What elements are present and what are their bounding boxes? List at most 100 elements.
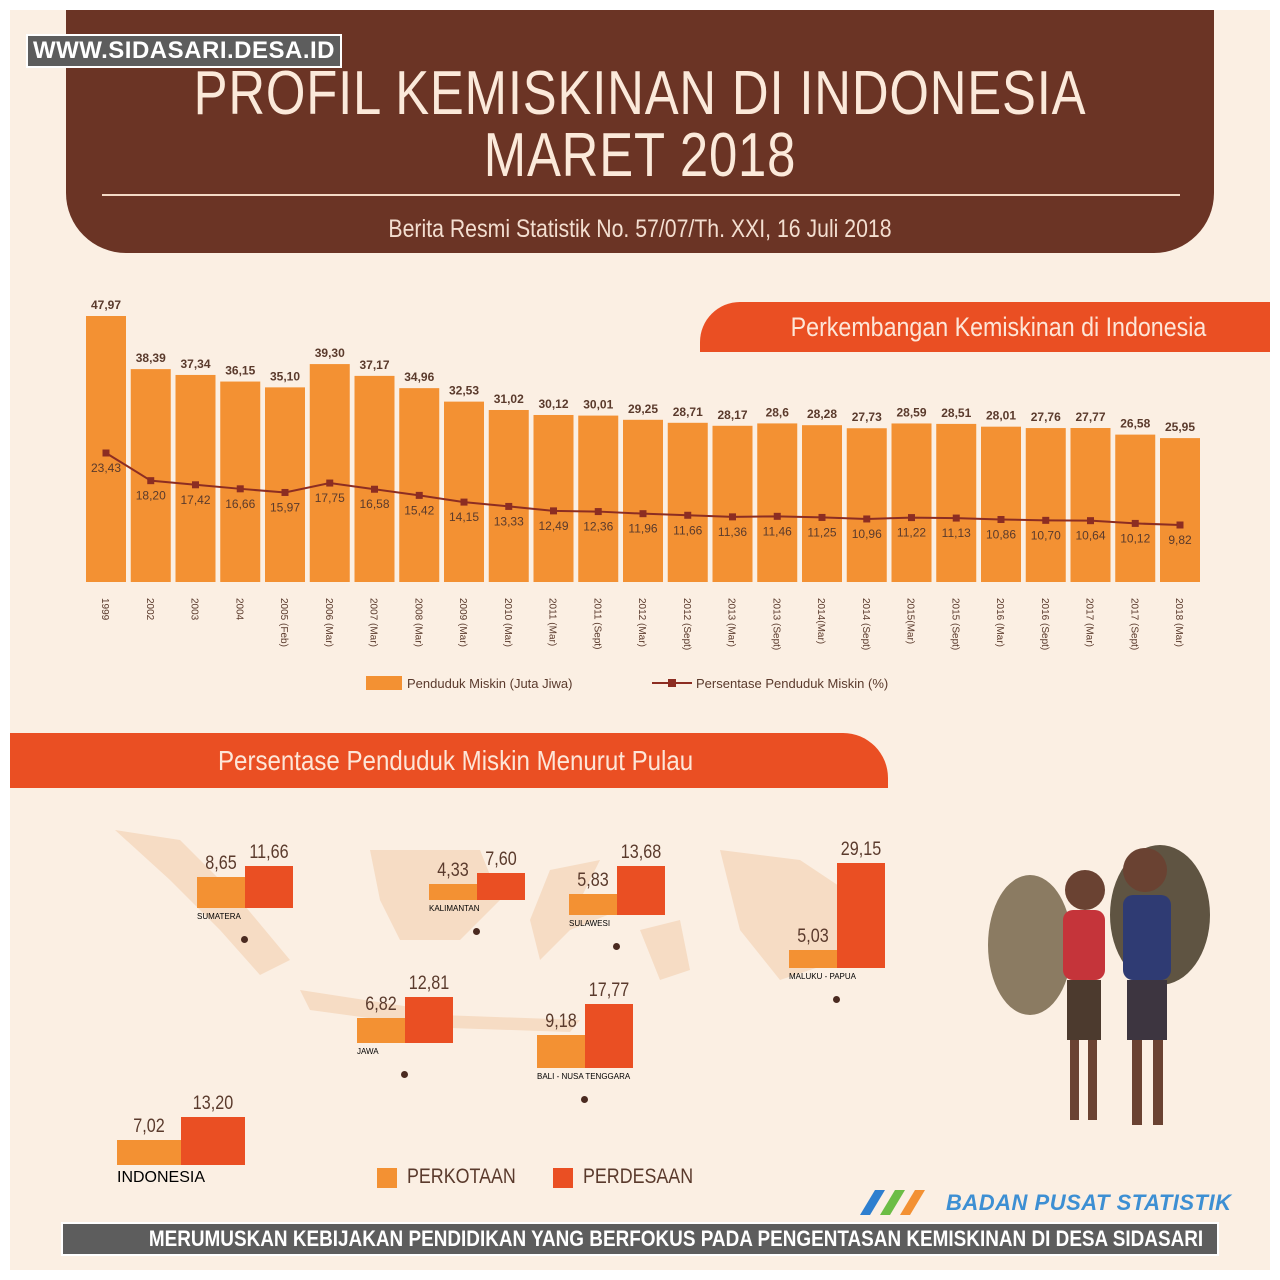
island-name-1: KALIMANTAN <box>429 904 480 913</box>
line-label-3: 16,66 <box>225 497 255 511</box>
x-tick-18: 2015(Mar) <box>905 598 916 644</box>
x-tick-5: 2006 (Mar) <box>323 598 334 647</box>
children-photo <box>988 845 1210 1125</box>
bar-label-18: 28,59 <box>896 405 926 419</box>
island-group-3: 5,03 29,15 <box>789 839 885 968</box>
x-tick-23: 2017 (Sept) <box>1128 598 1139 650</box>
x-tick-0: 1999 <box>99 598 110 621</box>
line-point-3 <box>236 485 244 493</box>
line-label-18: 11,22 <box>897 526 926 540</box>
x-tick-10: 2011 (Mar) <box>547 598 558 646</box>
island-pin-icon-5 <box>581 1096 588 1103</box>
bar-6 <box>354 375 395 582</box>
x-tick-9: 2010 (Mar) <box>502 598 513 647</box>
island-bar-perkotaan-5 <box>537 1034 585 1068</box>
line-point-21 <box>1042 516 1050 524</box>
island-value-perdesaan-3: 29,15 <box>840 839 882 861</box>
x-tick-8: 2009 (Mar) <box>457 598 468 647</box>
island-name-5: BALI - NUSA TENGGARA <box>537 1072 631 1081</box>
line-point-11 <box>594 508 602 516</box>
bar-4 <box>265 387 305 582</box>
line-point-15 <box>773 512 781 520</box>
bar-21 <box>1025 428 1066 582</box>
island-bar-perkotaan-0 <box>197 876 245 908</box>
legend-label-line: Persentase Penduduk Miskin (%) <box>696 676 888 691</box>
island-pin-icon-1 <box>473 928 480 935</box>
bar-label-20: 28,01 <box>986 409 1016 423</box>
line-point-1 <box>147 477 155 485</box>
line-label-23: 10,12 <box>1120 531 1150 545</box>
line-point-24 <box>1176 521 1184 529</box>
bar-label-8: 32,53 <box>449 384 479 398</box>
legend-label-perdesaan: PERDESAAN <box>583 1165 694 1188</box>
line-point-22 <box>1087 517 1094 525</box>
island-group-2: 5,83 13,68 <box>569 805 665 915</box>
island-bar-perkotaan-3 <box>789 949 837 968</box>
island-name-4: JAWA <box>357 1047 379 1056</box>
island-bar-perdesaan-1 <box>477 872 525 900</box>
island-bar-perkotaan-1 <box>429 884 477 900</box>
bar-14 <box>712 425 753 582</box>
header-banner: PROFIL KEMISKINAN DI INDONESIA MARET 201… <box>66 10 1214 253</box>
x-tick-20: 2016 (Mar) <box>994 598 1005 647</box>
title-line-2: MARET 2018 <box>483 121 797 190</box>
line-label-11: 12,36 <box>583 520 613 534</box>
line-point-10 <box>550 507 557 515</box>
bar-label-13: 28,71 <box>673 405 703 419</box>
line-label-17: 10,96 <box>852 527 882 541</box>
island-value-perkotaan-6: 7,02 <box>133 1115 165 1137</box>
bar-label-5: 39,30 <box>315 346 345 360</box>
line-label-7: 15,42 <box>404 503 434 517</box>
x-tick-24: 2018 (Mar) <box>1173 598 1184 647</box>
island-chart-title: Persentase Penduduk Miskin Menurut Pulau <box>218 745 694 776</box>
island-chart-title-banner: Persentase Penduduk Miskin Menurut Pulau <box>10 733 888 788</box>
bar-22 <box>1070 428 1111 582</box>
line-label-15: 11,46 <box>763 524 792 538</box>
x-tick-22: 2017 (Mar) <box>1084 598 1095 647</box>
bar-23 <box>1115 434 1156 582</box>
bar-label-11: 30,01 <box>583 398 613 412</box>
bar-label-0: 47,97 <box>91 298 121 312</box>
line-point-18 <box>908 514 915 522</box>
bar-1 <box>130 369 171 582</box>
x-tick-4: 2005 (Feb) <box>278 598 289 647</box>
island-value-perkotaan-5: 9,18 <box>545 1010 577 1032</box>
line-point-14 <box>729 513 736 521</box>
x-tick-1: 2002 <box>144 598 155 621</box>
bar-label-15: 28,6 <box>766 405 790 419</box>
legend-marker-line <box>668 679 676 687</box>
legend-swatch-perdesaan <box>553 1168 573 1188</box>
caption-banner: MERUMUSKAN KEBIJAKAN PENDIDIKAN YANG BER… <box>61 1222 1219 1256</box>
bar-label-16: 28,28 <box>807 407 837 421</box>
bar-label-19: 28,51 <box>941 406 971 420</box>
line-point-16 <box>818 513 826 521</box>
bar-10 <box>533 414 574 582</box>
line-label-0: 23,43 <box>91 461 121 475</box>
island-group-6: 7,02 13,20 <box>117 1055 245 1165</box>
bar-17 <box>846 428 887 582</box>
x-tick-13: 2012 (Sept) <box>681 598 692 650</box>
island-name-6: INDONESIA <box>117 1169 206 1186</box>
x-tick-11: 2011 (Sept) <box>591 598 602 650</box>
caption-text: MERUMUSKAN KEBIJAKAN PENDIDIKAN YANG BER… <box>148 1226 1204 1251</box>
header-divider <box>102 194 1180 196</box>
bar-16 <box>802 425 842 582</box>
line-point-5 <box>326 479 334 487</box>
island-bar-perkotaan-2 <box>569 894 617 915</box>
island-name-3: MALUKU - PAPUA <box>789 972 856 981</box>
island-name-2: SULAWESI <box>569 919 611 928</box>
bar-label-17: 27,73 <box>852 410 882 424</box>
bar-3 <box>220 381 261 582</box>
island-bar-perdesaan-2 <box>617 865 665 915</box>
bar-24 <box>1160 438 1200 582</box>
bps-logo-icon <box>860 1190 925 1215</box>
bar-label-10: 30,12 <box>538 397 568 411</box>
bar-label-3: 36,15 <box>225 364 255 378</box>
chart-title: Perkembangan Kemiskinan di Indonesia <box>790 312 1206 342</box>
line-point-4 <box>281 488 289 496</box>
legend-swatch-perkotaan <box>377 1168 397 1188</box>
island-group-4: 6,82 12,81 <box>357 933 453 1043</box>
island-value-perkotaan-2: 5,83 <box>577 870 609 892</box>
bar-label-7: 34,96 <box>404 370 434 384</box>
